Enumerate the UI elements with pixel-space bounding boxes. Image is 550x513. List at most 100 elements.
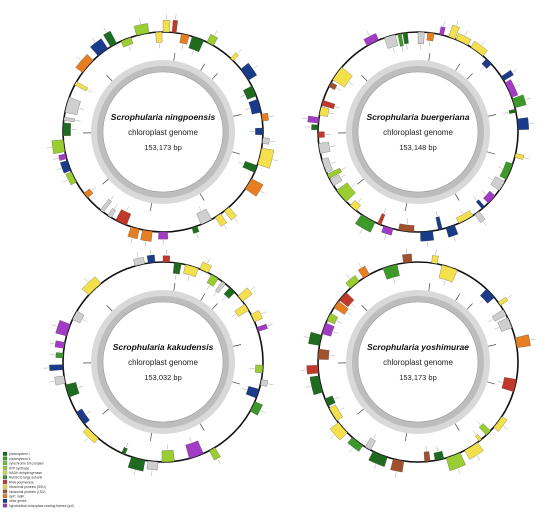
gene-block: [426, 32, 435, 42]
gene-block: [161, 449, 175, 463]
gene-label-tick: [524, 157, 530, 159]
region-tick: [150, 203, 152, 212]
gene-block: [514, 153, 525, 160]
gene-block: [321, 157, 333, 173]
gene-label-tick: [136, 252, 139, 258]
gene-label-tick: [196, 233, 199, 239]
region-tick: [428, 282, 431, 291]
gene-label-tick: [79, 108, 85, 110]
gene-block: [242, 161, 258, 173]
genome-subtitle: chloroplast genome: [128, 128, 198, 137]
gene-label-tick: [267, 324, 273, 327]
gene-label-tick: [198, 206, 202, 211]
gene-label-tick: [75, 120, 81, 122]
gene-block: [517, 117, 529, 130]
gene-block: [306, 365, 319, 375]
gene-block: [54, 375, 66, 386]
gene-block: [257, 148, 275, 169]
gene-label-tick: [473, 196, 477, 201]
gene-block: [431, 255, 439, 264]
gene-block: [234, 304, 249, 317]
gene-label-tick: [84, 277, 88, 282]
gene-block: [478, 423, 491, 436]
gene-label-tick: [234, 218, 238, 223]
gene-label-tick: [436, 446, 438, 452]
gene-label-tick: [453, 236, 456, 242]
gene-block: [327, 167, 342, 179]
gene-block: [475, 434, 482, 442]
gene-label-tick: [49, 342, 55, 344]
region-tick: [454, 423, 460, 431]
gene-label-tick: [130, 238, 133, 244]
gene-block: [262, 137, 270, 145]
gene-label-tick: [494, 327, 499, 330]
species-name: Scrophularia kakudensis: [113, 342, 214, 352]
gene-label-tick: [525, 97, 531, 100]
legend-swatch: [2, 498, 8, 503]
region-tick: [106, 305, 113, 312]
genome-map-buergeriana: Scrophularia buergeriana chloroplast geno…: [302, 20, 535, 247]
gene-block: [433, 451, 445, 461]
gene-label-tick: [477, 456, 480, 461]
gene-label-tick: [333, 331, 339, 334]
region-tick: [357, 408, 364, 415]
gene-block: [308, 332, 322, 346]
species-name: Scrophularia yoshimurae: [367, 342, 469, 352]
gene-label-tick: [241, 388, 247, 391]
gene-label-tick: [443, 280, 446, 286]
gene-label-tick: [349, 81, 354, 86]
legend-label: cytochrome b/f complex: [9, 462, 44, 466]
gene-block: [319, 106, 330, 117]
gene-block: [183, 264, 199, 278]
gene-label-tick: [253, 65, 258, 69]
gene-block: [377, 213, 386, 226]
gene-label-tick: [224, 225, 228, 230]
gene-block: [497, 317, 513, 332]
gene-label-tick: [181, 44, 184, 50]
gene-block: [215, 281, 226, 294]
gene-label-tick: [49, 381, 55, 383]
gene-block: [162, 255, 171, 263]
gene-block: [417, 31, 425, 45]
gene-label-tick: [82, 319, 88, 323]
genome-center: [357, 71, 479, 193]
region-tick: [173, 282, 176, 291]
gene-block: [55, 320, 71, 337]
gene-block: [90, 38, 109, 57]
gene-label-tick: [269, 115, 275, 117]
gene-label-tick: [406, 248, 407, 254]
gene-label-tick: [151, 470, 153, 476]
gene-block: [382, 264, 400, 280]
gene-label-tick: [458, 468, 461, 474]
gene-label-tick: [392, 47, 395, 53]
legend-swatch: [2, 480, 8, 484]
gene-block: [100, 199, 112, 213]
region-tick: [487, 151, 495, 155]
gene-block: [332, 66, 353, 88]
gene-block: [107, 208, 116, 218]
gene-label-tick: [443, 21, 445, 27]
region-tick: [200, 293, 206, 301]
gene-block: [318, 142, 331, 154]
gene-label-tick: [483, 221, 487, 226]
gene-label-tick: [465, 30, 468, 36]
gene-block: [317, 348, 330, 360]
gene-block: [339, 292, 355, 308]
gene-block: [402, 32, 409, 45]
gene-label-tick: [250, 286, 255, 291]
legend-swatch: [2, 466, 8, 470]
gene-block: [245, 178, 264, 197]
gene-block: [317, 131, 325, 138]
region-tick: [488, 344, 497, 347]
gene-label-tick: [428, 41, 430, 47]
region-tick: [455, 293, 461, 301]
gene-label-tick: [187, 275, 190, 281]
gene-block: [121, 447, 128, 455]
legend-label: clpP, matK: [9, 495, 25, 499]
gene-block: [179, 33, 190, 45]
gene-label-tick: [84, 438, 88, 442]
gene-block: [83, 188, 94, 199]
gene-block: [171, 20, 178, 34]
gene-block: [223, 287, 236, 299]
gene-block: [196, 208, 212, 225]
